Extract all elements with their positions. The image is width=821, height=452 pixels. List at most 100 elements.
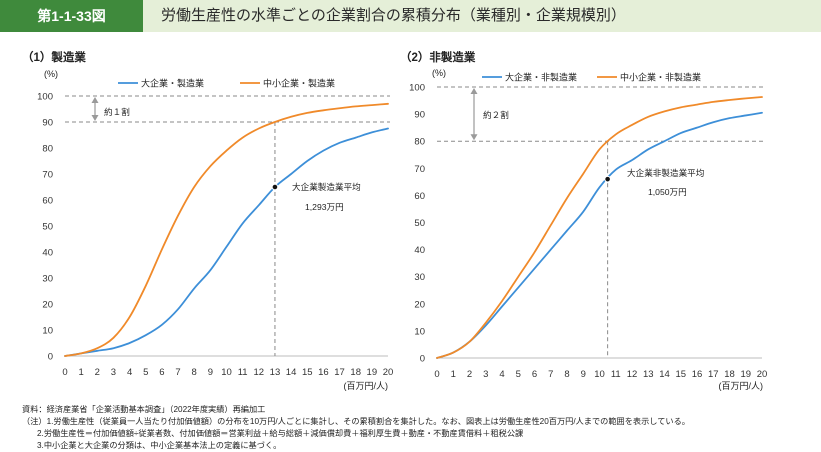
mean-marker-value: 1,050万円: [648, 187, 687, 197]
x-tick-label: 5: [516, 369, 521, 380]
x-tick-label: 10: [594, 369, 605, 380]
figure-header: 第1-1-33図 労働生産性の水準ごとの企業割合の累積分布（業種別・企業規模別）: [0, 0, 821, 32]
x-tick-label: 9: [208, 367, 213, 378]
x-tick-label: 8: [564, 369, 569, 380]
legend-item: 大企業・非製造業: [482, 72, 577, 83]
y-tick-label: 0: [420, 354, 425, 365]
x-tick-label: 6: [532, 369, 537, 380]
x-axis-unit: (百万円/人): [344, 381, 389, 391]
y-tick-label: 70: [42, 170, 53, 181]
y-tick-label: 10: [42, 326, 53, 337]
y-tick-label: 30: [42, 274, 53, 285]
y-tick-label: 50: [414, 218, 425, 229]
y-axis-unit: (%): [44, 69, 58, 79]
chart-panel-2: （2）非製造業(%)(百万円/人)大企業・非製造業 中小企業・非製造業010203…: [400, 50, 767, 391]
x-tick-label: 11: [611, 369, 621, 380]
x-tick-label: 3: [111, 367, 116, 378]
x-tick-label: 0: [434, 369, 439, 380]
y-tick-label: 80: [42, 144, 53, 155]
x-tick-label: 11: [238, 367, 248, 378]
range-arrow-head-bottom: [470, 134, 478, 141]
y-tick-label: 70: [414, 164, 425, 175]
series-line-large-enterprise: [436, 111, 763, 359]
legend-label: 大企業・非製造業: [505, 72, 577, 83]
x-tick-label: 2: [467, 369, 472, 380]
figure-number: 第1-1-33図: [0, 0, 143, 32]
legend-item: 中小企業・非製造業: [597, 72, 701, 83]
note-label: （注）: [22, 417, 47, 426]
note-item-2: 2.労働生産性＝付加価値額÷従業者数、付加価値額＝営業利益＋給与総額＋減価償却費…: [37, 429, 524, 438]
y-tick-label: 0: [48, 352, 53, 363]
x-tick-label: 16: [692, 369, 703, 380]
x-tick-label: 18: [350, 367, 361, 378]
mean-marker-label: 大企業非製造業平均: [627, 167, 704, 178]
x-tick-label: 13: [270, 367, 281, 378]
y-tick-label: 40: [42, 248, 53, 259]
x-tick-label: 0: [62, 367, 67, 378]
mean-marker-label: 大企業製造業平均: [292, 181, 361, 192]
y-tick-label: 90: [414, 110, 425, 121]
mean-marker-point: [271, 183, 279, 191]
legend-item: 中小企業・製造業: [240, 78, 335, 89]
series-line-sme: [64, 102, 389, 357]
source-note: 資料：経済産業省「企業活動基本調査」（2022年度実績）再編加工: [22, 405, 266, 414]
x-tick-label: 20: [383, 367, 394, 378]
y-tick-label: 60: [414, 191, 425, 202]
y-tick-label: 100: [409, 83, 425, 94]
panel-title: （1）製造業: [22, 50, 86, 64]
x-tick-label: 9: [581, 369, 586, 380]
x-tick-label: 19: [740, 369, 751, 380]
x-tick-label: 4: [127, 367, 132, 378]
x-tick-label: 19: [367, 367, 378, 378]
range-arrow: [91, 97, 99, 121]
y-tick-label: 10: [414, 326, 425, 337]
x-tick-label: 7: [175, 367, 180, 378]
mean-marker-point: [604, 175, 611, 183]
legend-item: 大企業・製造業: [118, 78, 204, 89]
x-axis-unit: (百万円/人): [719, 381, 764, 391]
x-tick-label: 1: [451, 369, 456, 380]
y-tick-label: 30: [414, 272, 425, 283]
range-arrow-head-top: [91, 97, 99, 103]
y-axis-unit: (%): [432, 68, 446, 78]
range-arrow-head-top: [470, 88, 478, 94]
y-tick-label: 90: [42, 118, 53, 129]
x-tick-label: 15: [302, 367, 313, 378]
legend-label: 中小企業・製造業: [263, 78, 335, 89]
x-tick-label: 5: [143, 367, 148, 378]
x-tick-label: 16: [318, 367, 329, 378]
note-item-3: 3.中小企業と大企業の分類は、中小企業基本法上の定義に基づく。: [37, 441, 282, 450]
chart-panel-1: （1）製造業(%)(百万円/人)大企業・製造業 中小企業・製造業010203040…: [22, 50, 393, 391]
x-tick-label: 12: [627, 369, 638, 380]
range-arrow-head-bottom: [91, 115, 99, 121]
x-tick-label: 12: [254, 367, 265, 378]
x-tick-label: 10: [221, 367, 232, 378]
x-tick-label: 7: [548, 369, 553, 380]
x-tick-label: 15: [675, 369, 686, 380]
series-line-large-enterprise: [64, 127, 389, 357]
series-line-sme: [436, 96, 763, 359]
note-item-1: 1.労働生産性（従業員一人当たり付加価値額）の分布を10万円/人ごとに集計し、そ…: [46, 417, 690, 426]
x-tick-label: 3: [483, 369, 488, 380]
range-annotation-label: 約１割: [104, 106, 130, 117]
y-tick-label: 60: [42, 196, 53, 207]
y-tick-label: 100: [37, 92, 53, 103]
y-tick-label: 20: [42, 300, 53, 311]
figure-notes: 資料：経済産業省「企業活動基本調査」（2022年度実績）再編加工 （注）1.労働…: [22, 404, 812, 452]
x-tick-label: 20: [757, 369, 768, 380]
x-tick-label: 8: [192, 367, 197, 378]
x-tick-label: 2: [95, 367, 100, 378]
y-tick-label: 40: [414, 245, 425, 256]
panel-title: （2）非製造業: [400, 50, 476, 64]
x-tick-label: 17: [334, 367, 345, 378]
x-tick-label: 17: [708, 369, 719, 380]
y-tick-label: 50: [42, 222, 53, 233]
x-tick-label: 18: [724, 369, 735, 380]
legend-label: 中小企業・非製造業: [620, 72, 701, 83]
range-annotation-label: 約２割: [483, 109, 509, 120]
note-row-1: （注）1.労働生産性（従業員一人当たり付加価値額）の分布を10万円/人ごとに集計…: [22, 416, 812, 428]
y-tick-label: 20: [414, 299, 425, 310]
x-tick-label: 4: [499, 369, 504, 380]
